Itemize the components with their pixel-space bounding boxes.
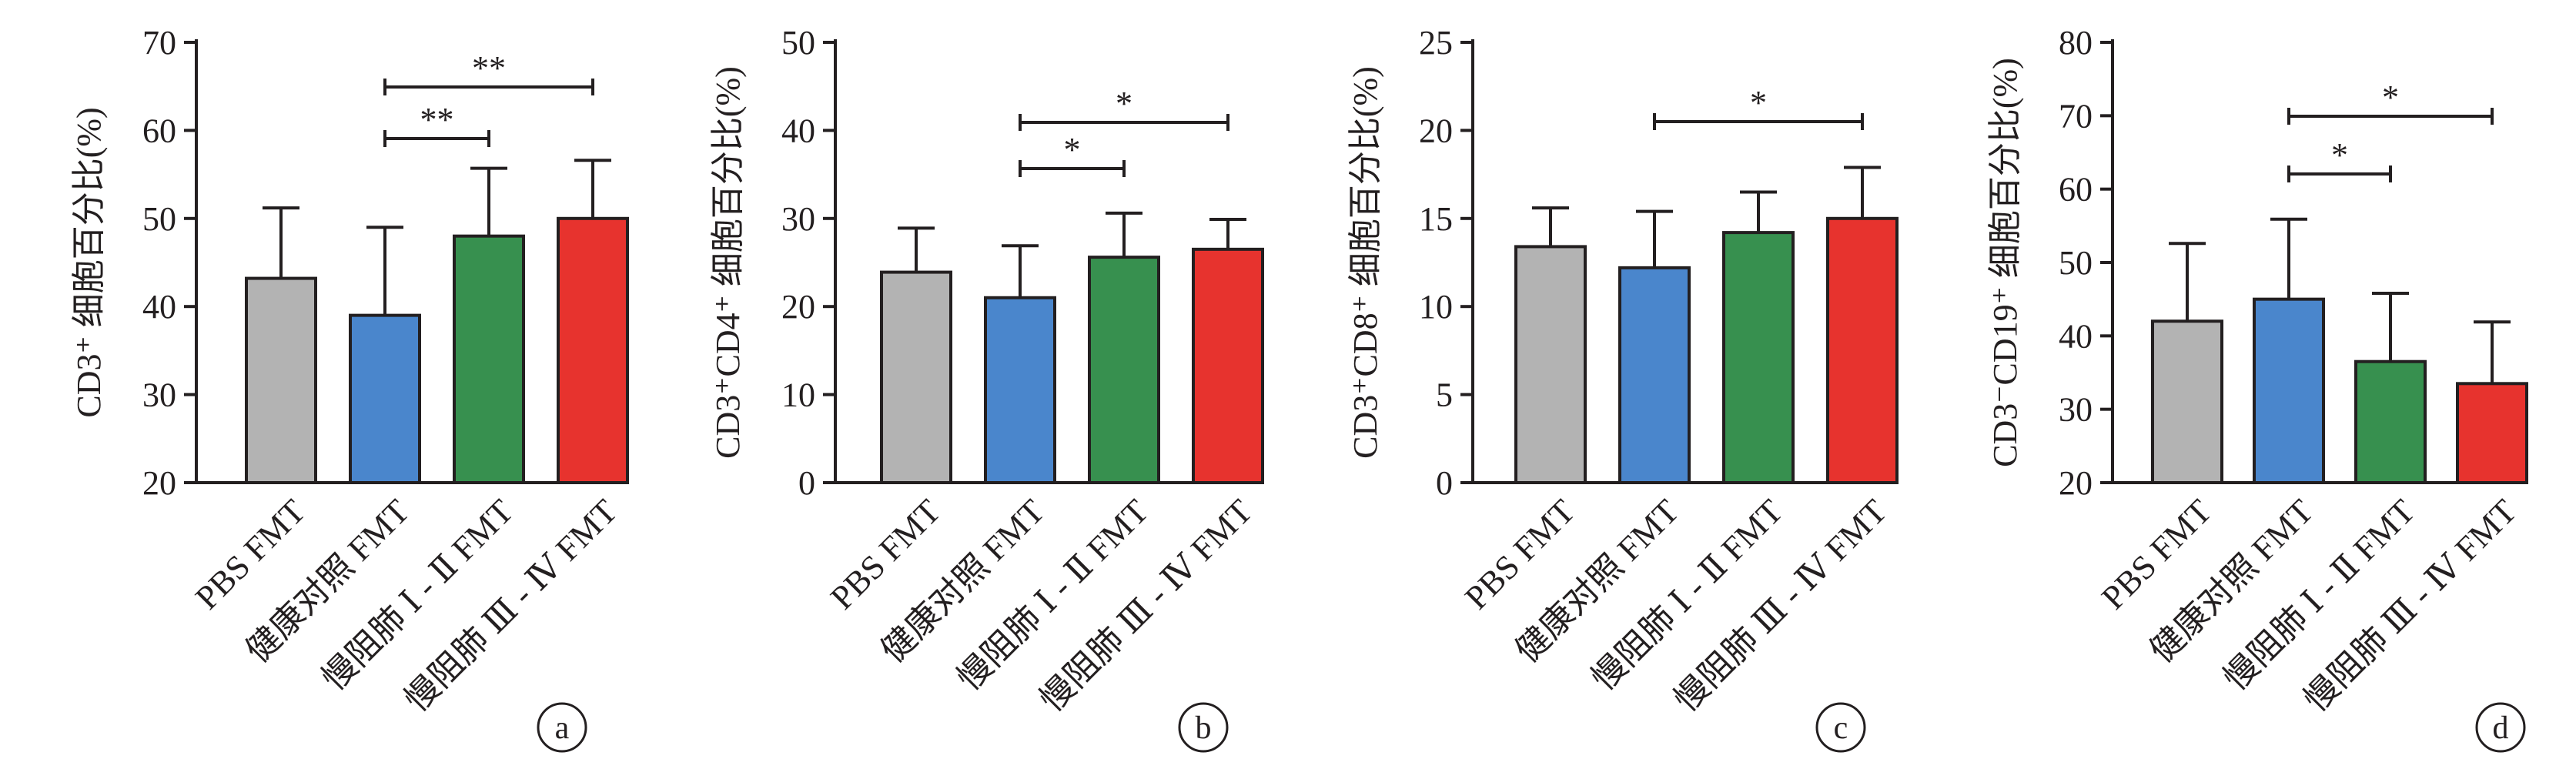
y-tick-label: 30 <box>2059 391 2093 429</box>
bar <box>1618 266 1691 484</box>
y-tick-label: 30 <box>781 200 815 238</box>
panel-letter-circle <box>2475 702 2526 753</box>
panel-letter-circle <box>1178 702 1229 753</box>
bar <box>349 313 421 485</box>
y-tick-label: 60 <box>2059 171 2093 209</box>
y-tick-label: 80 <box>2059 24 2093 62</box>
significance-stars: * <box>2382 79 2399 116</box>
bar <box>1192 247 1264 484</box>
y-tick-label: 15 <box>1419 200 1453 238</box>
bar <box>1514 245 1587 484</box>
bar <box>1826 216 1899 484</box>
y-tick-label: 10 <box>781 376 815 414</box>
y-tick-label: 30 <box>142 376 176 414</box>
y-tick-label: 50 <box>142 200 176 238</box>
panel-letter: c <box>1834 710 1848 746</box>
significance-stars: ** <box>420 101 454 139</box>
y-axis-label: CD3⁺CD4⁺ 细胞百分比(%) <box>709 66 747 459</box>
y-tick-label: 20 <box>781 288 815 326</box>
panel-letter: d <box>2493 710 2509 746</box>
y-tick-label: 25 <box>1419 24 1453 62</box>
significance-stars: * <box>2331 136 2348 174</box>
y-tick-label: 50 <box>2059 244 2093 282</box>
y-tick-label: 40 <box>142 288 176 326</box>
y-tick-label: 70 <box>2059 97 2093 135</box>
category-label: 慢阻肺 Ⅰ - Ⅱ FMT <box>950 492 1156 697</box>
y-tick-label: 10 <box>1419 288 1453 326</box>
y-tick-label: 60 <box>142 112 176 149</box>
bar <box>984 296 1056 485</box>
y-tick-label: 50 <box>781 24 815 62</box>
bar <box>2253 297 2325 484</box>
significance-stars: * <box>1750 84 1767 122</box>
panel-letter-circle <box>1815 702 1866 753</box>
significance-stars: * <box>1064 131 1081 169</box>
panel-letter: b <box>1196 710 1212 746</box>
y-tick-label: 70 <box>142 24 176 62</box>
y-tick-label: 40 <box>2059 317 2093 355</box>
panel-letter: a <box>555 710 570 746</box>
bar <box>1722 231 1795 484</box>
category-label: 慢阻肺 Ⅰ - Ⅱ FMT <box>2216 492 2422 697</box>
y-axis-label: CD3⁺CD8⁺ 细胞百分比(%) <box>1347 66 1384 459</box>
significance-stars: * <box>1116 85 1132 122</box>
y-tick-label: 40 <box>781 112 815 149</box>
y-tick-label: 20 <box>142 464 176 502</box>
y-tick-label: 20 <box>1419 112 1453 149</box>
y-tick-label: 5 <box>1436 376 1453 414</box>
y-tick-label: 0 <box>1436 464 1453 502</box>
y-tick-label: 20 <box>2059 464 2093 502</box>
bar <box>245 276 317 484</box>
bar <box>2151 319 2223 484</box>
bar <box>2456 382 2528 484</box>
category-label: 慢阻肺 Ⅰ - Ⅱ FMT <box>315 492 520 697</box>
panel-letter-circle <box>537 702 587 753</box>
bar <box>2354 359 2427 485</box>
y-axis-label: CD3⁺ 细胞百分比(%) <box>70 107 108 417</box>
y-tick-label: 0 <box>798 464 815 502</box>
bar <box>453 234 525 484</box>
bar <box>557 216 629 484</box>
bar <box>1088 256 1160 484</box>
category-label: 慢阻肺 Ⅰ - Ⅱ FMT <box>1584 492 1790 697</box>
significance-stars: ** <box>472 49 506 87</box>
y-axis-label: CD3⁻CD19⁺ 细胞百分比(%) <box>1986 58 2024 467</box>
bar <box>880 270 952 484</box>
